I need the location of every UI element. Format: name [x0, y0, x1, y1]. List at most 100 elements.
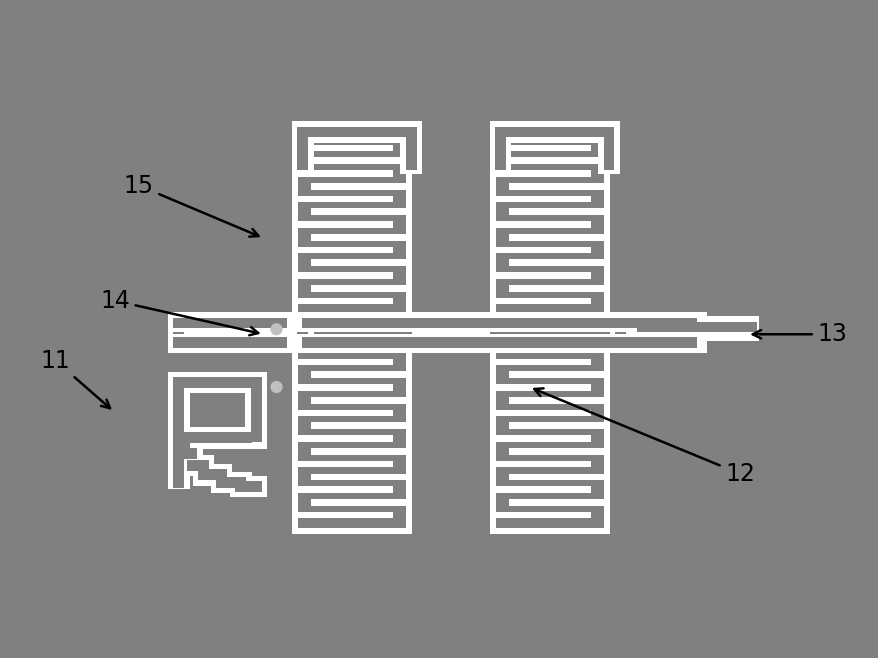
Bar — [494, 128, 506, 170]
Bar — [211, 472, 251, 494]
Bar — [291, 332, 706, 334]
Bar — [298, 410, 392, 417]
Bar — [508, 371, 603, 378]
Bar — [173, 332, 184, 334]
Bar — [495, 410, 590, 417]
Bar — [245, 372, 267, 449]
Bar — [495, 195, 590, 202]
Bar — [495, 486, 590, 493]
Bar — [508, 259, 603, 266]
Bar — [311, 448, 406, 455]
Bar — [291, 332, 706, 353]
Bar — [412, 313, 489, 334]
Bar — [173, 442, 203, 464]
Bar — [291, 313, 313, 353]
Bar — [168, 372, 190, 449]
Bar — [311, 474, 406, 480]
Bar — [499, 127, 609, 138]
Bar — [291, 313, 706, 334]
Bar — [508, 474, 603, 480]
Bar — [302, 337, 695, 347]
Bar — [298, 195, 392, 202]
Bar — [597, 121, 619, 174]
Bar — [609, 313, 630, 353]
Bar — [603, 128, 614, 170]
Bar — [298, 135, 406, 314]
Bar — [495, 435, 590, 442]
Bar — [181, 455, 214, 476]
Bar — [291, 343, 412, 534]
Bar — [230, 476, 267, 497]
Bar — [495, 145, 590, 151]
Text: 15: 15 — [124, 174, 258, 237]
Bar — [298, 272, 392, 279]
Bar — [173, 441, 190, 451]
Bar — [508, 183, 603, 190]
Bar — [298, 486, 392, 493]
Bar — [630, 316, 759, 341]
Bar — [495, 170, 590, 177]
Bar — [235, 481, 262, 492]
Bar — [173, 432, 252, 443]
Bar — [168, 313, 291, 334]
Bar — [311, 157, 406, 164]
Circle shape — [270, 324, 282, 335]
Bar — [298, 349, 406, 528]
Bar — [298, 461, 392, 467]
Bar — [250, 377, 262, 442]
Bar — [311, 209, 406, 215]
Bar — [311, 285, 406, 291]
Circle shape — [270, 382, 282, 392]
Bar — [297, 332, 308, 334]
Bar — [421, 318, 479, 328]
Text: 11: 11 — [40, 349, 110, 408]
Bar — [216, 477, 246, 488]
Bar — [173, 377, 184, 442]
Bar — [168, 332, 291, 353]
Bar — [637, 322, 756, 332]
Bar — [168, 436, 195, 457]
Bar — [298, 247, 392, 253]
Bar — [311, 234, 406, 241]
Bar — [489, 121, 511, 174]
Bar — [615, 332, 625, 334]
Bar — [198, 469, 227, 480]
Bar — [173, 377, 252, 388]
Bar — [489, 343, 609, 534]
Bar — [298, 145, 392, 151]
Bar — [311, 183, 406, 190]
Bar — [298, 297, 392, 305]
Bar — [298, 221, 392, 228]
Bar — [508, 422, 603, 429]
Bar — [508, 397, 603, 403]
Bar — [489, 121, 619, 143]
Bar — [495, 512, 590, 519]
Bar — [406, 128, 416, 170]
Bar — [508, 499, 603, 505]
Bar — [489, 129, 609, 320]
Bar — [291, 121, 313, 174]
Bar — [168, 313, 190, 353]
Bar — [400, 121, 421, 174]
Bar — [311, 371, 406, 378]
Bar — [298, 359, 392, 365]
Bar — [173, 438, 184, 488]
Bar — [495, 297, 590, 305]
Bar — [495, 247, 590, 253]
Bar — [495, 349, 603, 528]
Bar — [178, 448, 198, 459]
Bar — [311, 499, 406, 505]
Bar — [298, 435, 392, 442]
Bar — [508, 448, 603, 455]
Bar — [168, 427, 257, 449]
Bar — [192, 464, 232, 486]
Bar — [495, 221, 590, 228]
Bar — [291, 121, 421, 143]
Bar — [291, 129, 412, 320]
Bar — [495, 272, 590, 279]
Bar — [508, 234, 603, 241]
Bar — [421, 337, 479, 347]
Bar — [168, 372, 257, 393]
Bar — [495, 135, 603, 314]
Bar — [508, 285, 603, 291]
